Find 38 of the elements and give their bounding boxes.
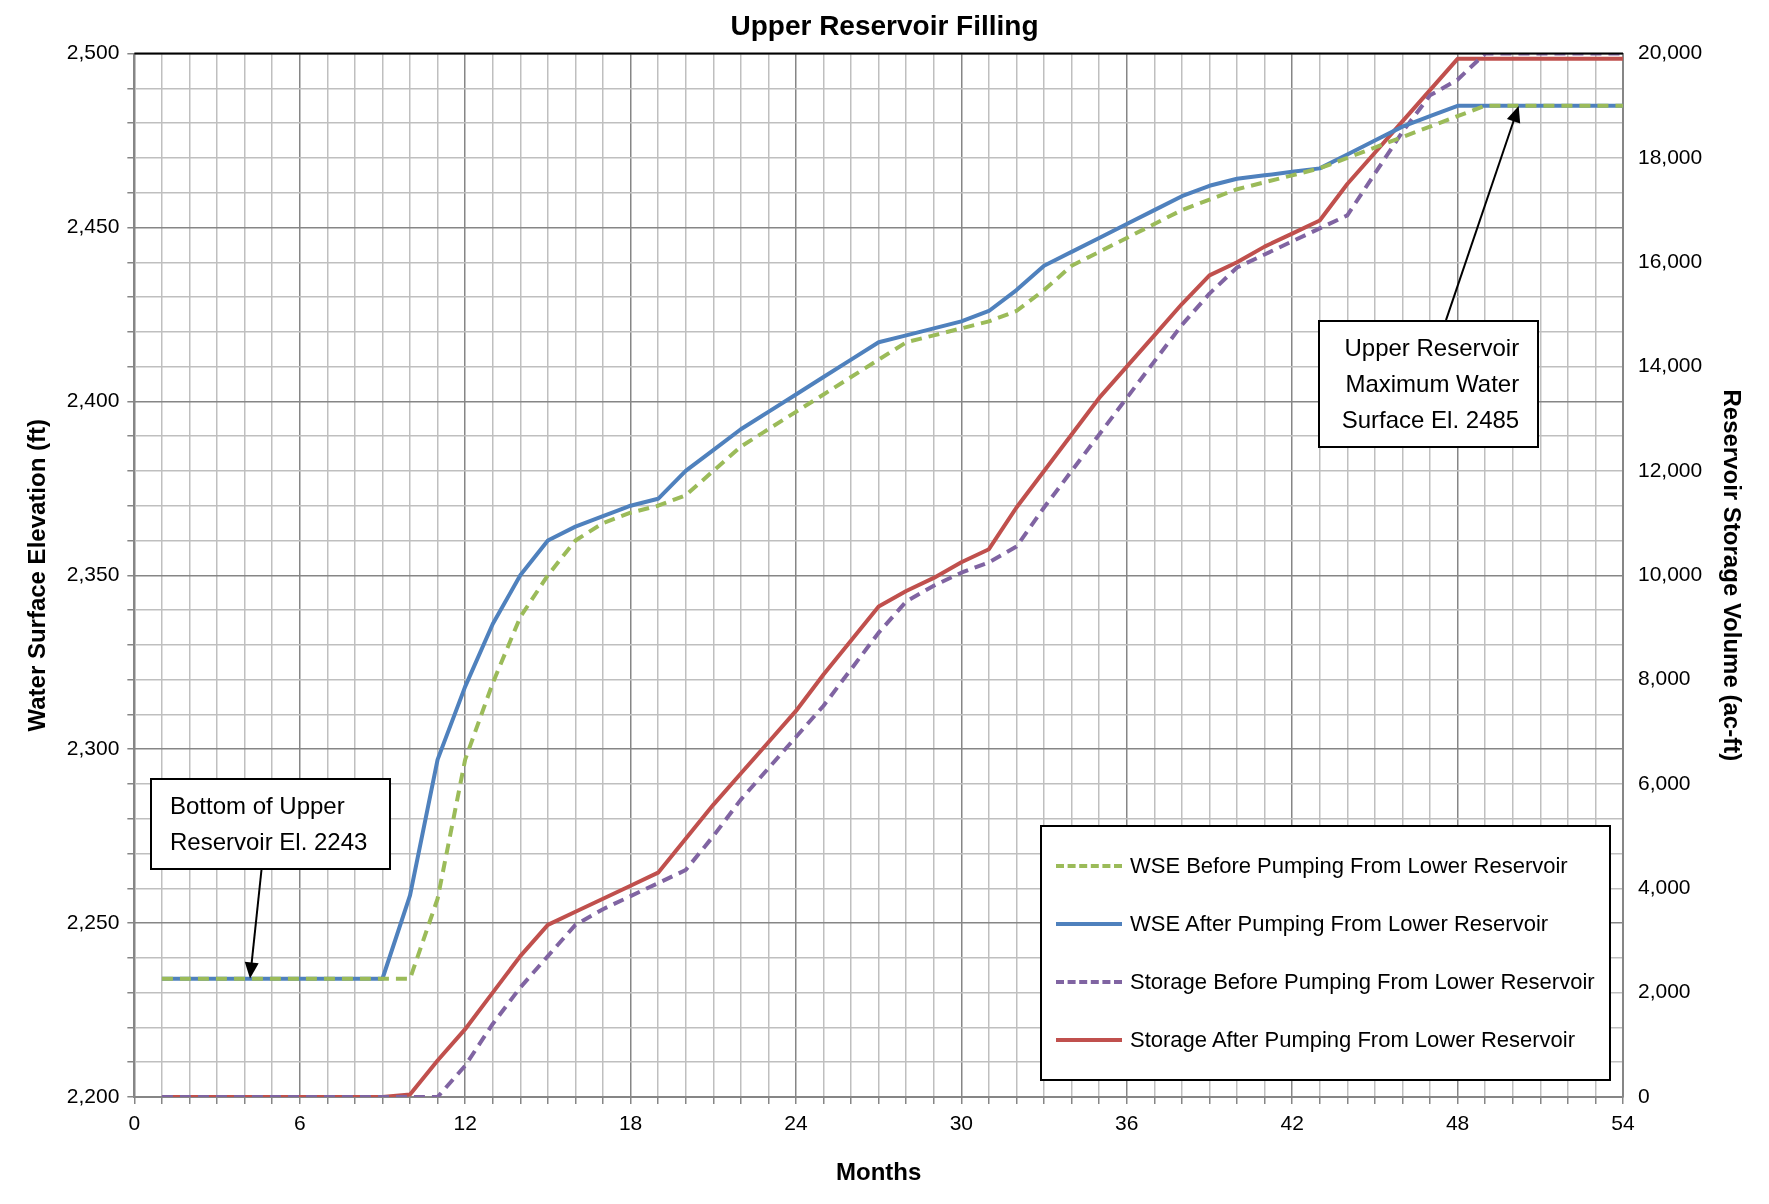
y2-axis-title: Reservoir Storage Volume (ac-ft)	[1718, 389, 1746, 762]
x-tick-label: 54	[1611, 1111, 1635, 1135]
y2-tick-label: 18,000	[1637, 144, 1703, 168]
y-tick-label: 2,350	[66, 562, 120, 586]
y2-tick-label: 0	[1637, 1083, 1650, 1107]
y-tick-label: 2,300	[66, 736, 120, 759]
y-tick-label: 2,400	[66, 388, 120, 412]
y-tick-label: 2,450	[66, 214, 120, 238]
x-tick-label: 48	[1445, 1111, 1470, 1135]
y2-tick-label: 8,000	[1637, 666, 1691, 690]
chart-title: Upper Reservoir Filling	[730, 9, 1039, 41]
y2-tick-label: 4,000	[1637, 875, 1691, 899]
legend-label: WSE Before Pumping From Lower Reservoir	[1129, 853, 1568, 879]
y2-tick-label: 6,000	[1637, 770, 1691, 794]
y-tick-label: 2,250	[66, 909, 120, 933]
x-tick-label: 12	[453, 1111, 477, 1135]
y2-tick-label: 12,000	[1637, 457, 1703, 481]
y-axis-title: Water Surface Elevation (ft)	[23, 419, 51, 732]
legend-label: Storage Before Pumping From Lower Reservoir	[1129, 969, 1595, 995]
y2-tick-label: 14,000	[1637, 353, 1703, 377]
x-tick-label: 36	[1115, 1111, 1139, 1135]
y2-tick-label: 2,000	[1637, 979, 1691, 1003]
y-tick-label: 2,500	[66, 40, 120, 64]
x-tick-label: 18	[618, 1111, 643, 1135]
callout-box: Upper Reservoir Maximum Water Surface El. 2485	[1317, 319, 1540, 448]
y2-tick-label: 10,000	[1637, 562, 1703, 586]
y2-tick-label: 16,000	[1637, 249, 1703, 273]
y-tick-label: 2,200	[66, 1083, 120, 1107]
x-tick-label: 30	[949, 1111, 974, 1135]
x-tick-label: 6	[293, 1111, 306, 1135]
x-tick-label: 24	[784, 1111, 808, 1135]
callout-box: Bottom of Upper Reservoir El. 2243	[149, 778, 392, 871]
legend-label: Storage After Pumping From Lower Reservoir	[1129, 1027, 1576, 1053]
x-tick-label: 42	[1280, 1111, 1304, 1135]
x-tick-label: 0	[128, 1111, 141, 1135]
y2-tick-label: 20,000	[1637, 40, 1703, 64]
x-axis-title: Months	[836, 1158, 922, 1186]
legend-label: WSE After Pumping From Lower Reservoir	[1129, 911, 1549, 937]
